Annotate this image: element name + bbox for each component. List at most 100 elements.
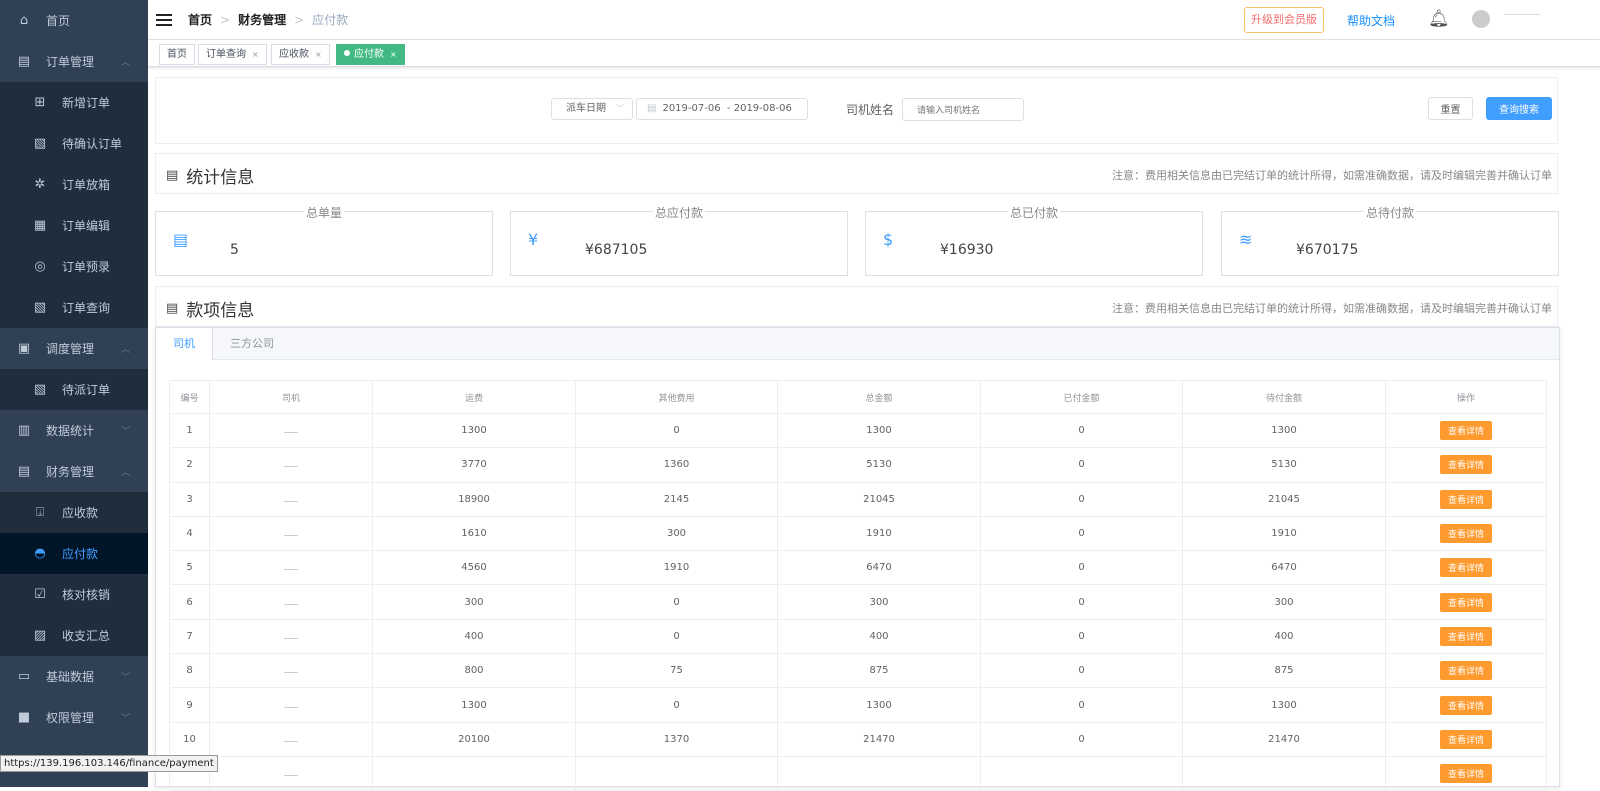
sidebar-item-1[interactable]: ▤ 订单管理 ︿ [0,41,148,82]
date-type-select[interactable]: 派车日期 ﹀ [551,98,633,120]
table-cell: 6470 [1182,550,1386,586]
tag-order-query[interactable]: 订单查询 × [198,44,267,65]
table-cell [372,755,576,791]
search-button[interactable]: 查询搜索 [1486,97,1552,120]
sidebar-item-15[interactable]: ▨ 收支汇总 [0,615,148,656]
table-cell: 400 [372,618,576,655]
sidebar-item-label: 权限管理 [46,711,95,725]
sidebar-item-12[interactable]: ⍗ 应收款 [0,492,148,533]
table-cell: 1910 [575,550,778,586]
sidebar-item-label: 基础数据 [46,670,95,684]
view-details-button[interactable]: 查看详情 [1440,764,1492,784]
sidebar-item-10[interactable]: ▥ 数据统计 ﹀ [0,410,148,451]
eye-icon: ◓ [34,546,46,561]
table-cell: 3770 [372,447,576,483]
tag-receivable[interactable]: 应收款 × [271,44,330,65]
sidebar-item-5[interactable]: ▦ 订单编辑 [0,205,148,246]
view-details-button[interactable]: 查看详情 [1440,558,1492,578]
table-cell: 5130 [777,447,981,483]
stat-card-title: 总单量 [303,206,344,220]
bell-icon[interactable]: 🔔︎ [1428,9,1450,29]
table-cell: 1610 [372,515,576,552]
chevron-up-icon: ︿ [120,468,130,478]
sidebar-item-6[interactable]: ◎ 订单预录 [0,246,148,287]
sidebar-item-17[interactable]: ■ 权限管理 ﹀ [0,697,148,738]
sidebar-item-7[interactable]: ▧ 订单查询 [0,287,148,328]
date-range-picker[interactable]: ▤ 2019-07-06 - 2019-08-06 [636,98,808,120]
hamburger-icon[interactable] [156,13,172,26]
action-cell: 查看详情 [1385,618,1547,655]
driver-name-cell [209,412,373,449]
column-header: 操作 [1385,380,1547,414]
view-details-button[interactable]: 查看详情 [1440,661,1492,681]
sidebar-item-2[interactable]: ⊞ 新增订单 [0,82,148,123]
sidebar-item-11[interactable]: ▤ 财务管理 ︿ [0,451,148,492]
user-name[interactable] [1504,14,1540,15]
table-cell: 0 [575,412,778,449]
sidebar-item-9[interactable]: ▧ 待派订单 [0,369,148,410]
table-cell [575,755,778,791]
sidebar-item-0[interactable]: ⌂ 首页 [0,0,148,41]
avatar[interactable] [1472,10,1490,28]
redacted-name [284,672,298,674]
view-details-button[interactable]: 查看详情 [1440,729,1492,749]
table-cell: 1370 [575,721,778,757]
view-details-button[interactable]: 查看详情 [1440,592,1492,612]
stat-card: 总单量 ▤ 5 [155,206,493,276]
sidebar-item-13[interactable]: ◓ 应付款 [0,533,148,574]
gear-icon: ✲ [34,177,46,192]
table-cell: 300 [575,515,778,552]
date-range-value: 2019-07-06 - 2019-08-06 [662,103,792,114]
clipboard-icon: ▤ [173,230,189,249]
redacted-name [284,432,298,434]
tab-third-party[interactable]: 三方公司 [230,337,274,350]
table-cell: 1300 [777,412,981,449]
close-icon[interactable]: × [315,50,322,59]
action-cell: 查看详情 [1385,412,1547,449]
table-row: 5 4560 1910 6470 0 6470 查看详情 [169,550,1547,586]
driver-name-input[interactable] [902,98,1024,121]
action-cell: 查看详情 [1385,721,1547,757]
view-details-button[interactable]: 查看详情 [1440,695,1492,715]
sidebar-item-label: 财务管理 [46,465,95,479]
close-icon[interactable]: × [390,50,397,59]
driver-name-cell [209,447,373,483]
view-details-button[interactable]: 查看详情 [1440,489,1492,509]
stats-title: ▤ 统计信息 [166,163,254,188]
column-header: 其他费用 [575,380,778,414]
sidebar-item-label: 新增订单 [62,96,111,110]
table-cell: 875 [777,653,981,689]
sidebar-item-label: 订单放箱 [62,178,111,192]
tag-home[interactable]: 首页 [159,44,195,65]
payments-tabs: 司机 三方公司 编号 司机 运费 其他费用 总金额 已付金额 待付金额 操作 1 1300 0 130… [155,327,1560,791]
driver-name-cell [209,515,373,552]
upgrade-button[interactable]: 升级到会员版 [1244,7,1324,33]
document-icon: ▤ [166,168,179,183]
column-header: 编号 [169,380,210,414]
redacted-name [284,637,298,639]
breadcrumb: 首页 > 财务管理 > 应付款 [188,11,348,28]
table-cell: 0 [575,584,778,620]
sidebar-item-14[interactable]: ☑ 核对核销 [0,574,148,615]
sidebar-item-4[interactable]: ✲ 订单放箱 [0,164,148,205]
tag-payable[interactable]: 应付款 × [336,44,405,65]
view-details-button[interactable]: 查看详情 [1440,626,1492,646]
breadcrumb-finance[interactable]: 财务管理 [238,13,287,27]
sidebar-item-3[interactable]: ▧ 待确认订单 [0,123,148,164]
redacted-name [284,569,298,571]
sidebar-item-16[interactable]: ▭ 基础数据 ﹀ [0,656,148,697]
table-row: 7 400 0 400 0 400 查看详情 [169,618,1547,655]
sidebar-item-8[interactable]: ▣ 调度管理 ︿ [0,328,148,369]
help-docs-link[interactable]: 帮助文档 [1347,14,1396,28]
breadcrumb-home[interactable]: 首页 [188,13,213,27]
table-row: 10 20100 1370 21470 0 21470 查看详情 [169,721,1547,757]
view-details-button[interactable]: 查看详情 [1440,421,1492,441]
view-details-button[interactable]: 查看详情 [1440,524,1492,544]
close-icon[interactable]: × [252,50,259,59]
tab-driver[interactable]: 司机 [156,328,213,360]
table-cell: 0 [980,618,1183,655]
finance-icon: ▤ [17,464,31,479]
view-details-button[interactable]: 查看详情 [1440,455,1492,475]
reset-button[interactable]: 重置 [1428,97,1473,120]
sidebar-item-label: 收支汇总 [62,629,111,643]
